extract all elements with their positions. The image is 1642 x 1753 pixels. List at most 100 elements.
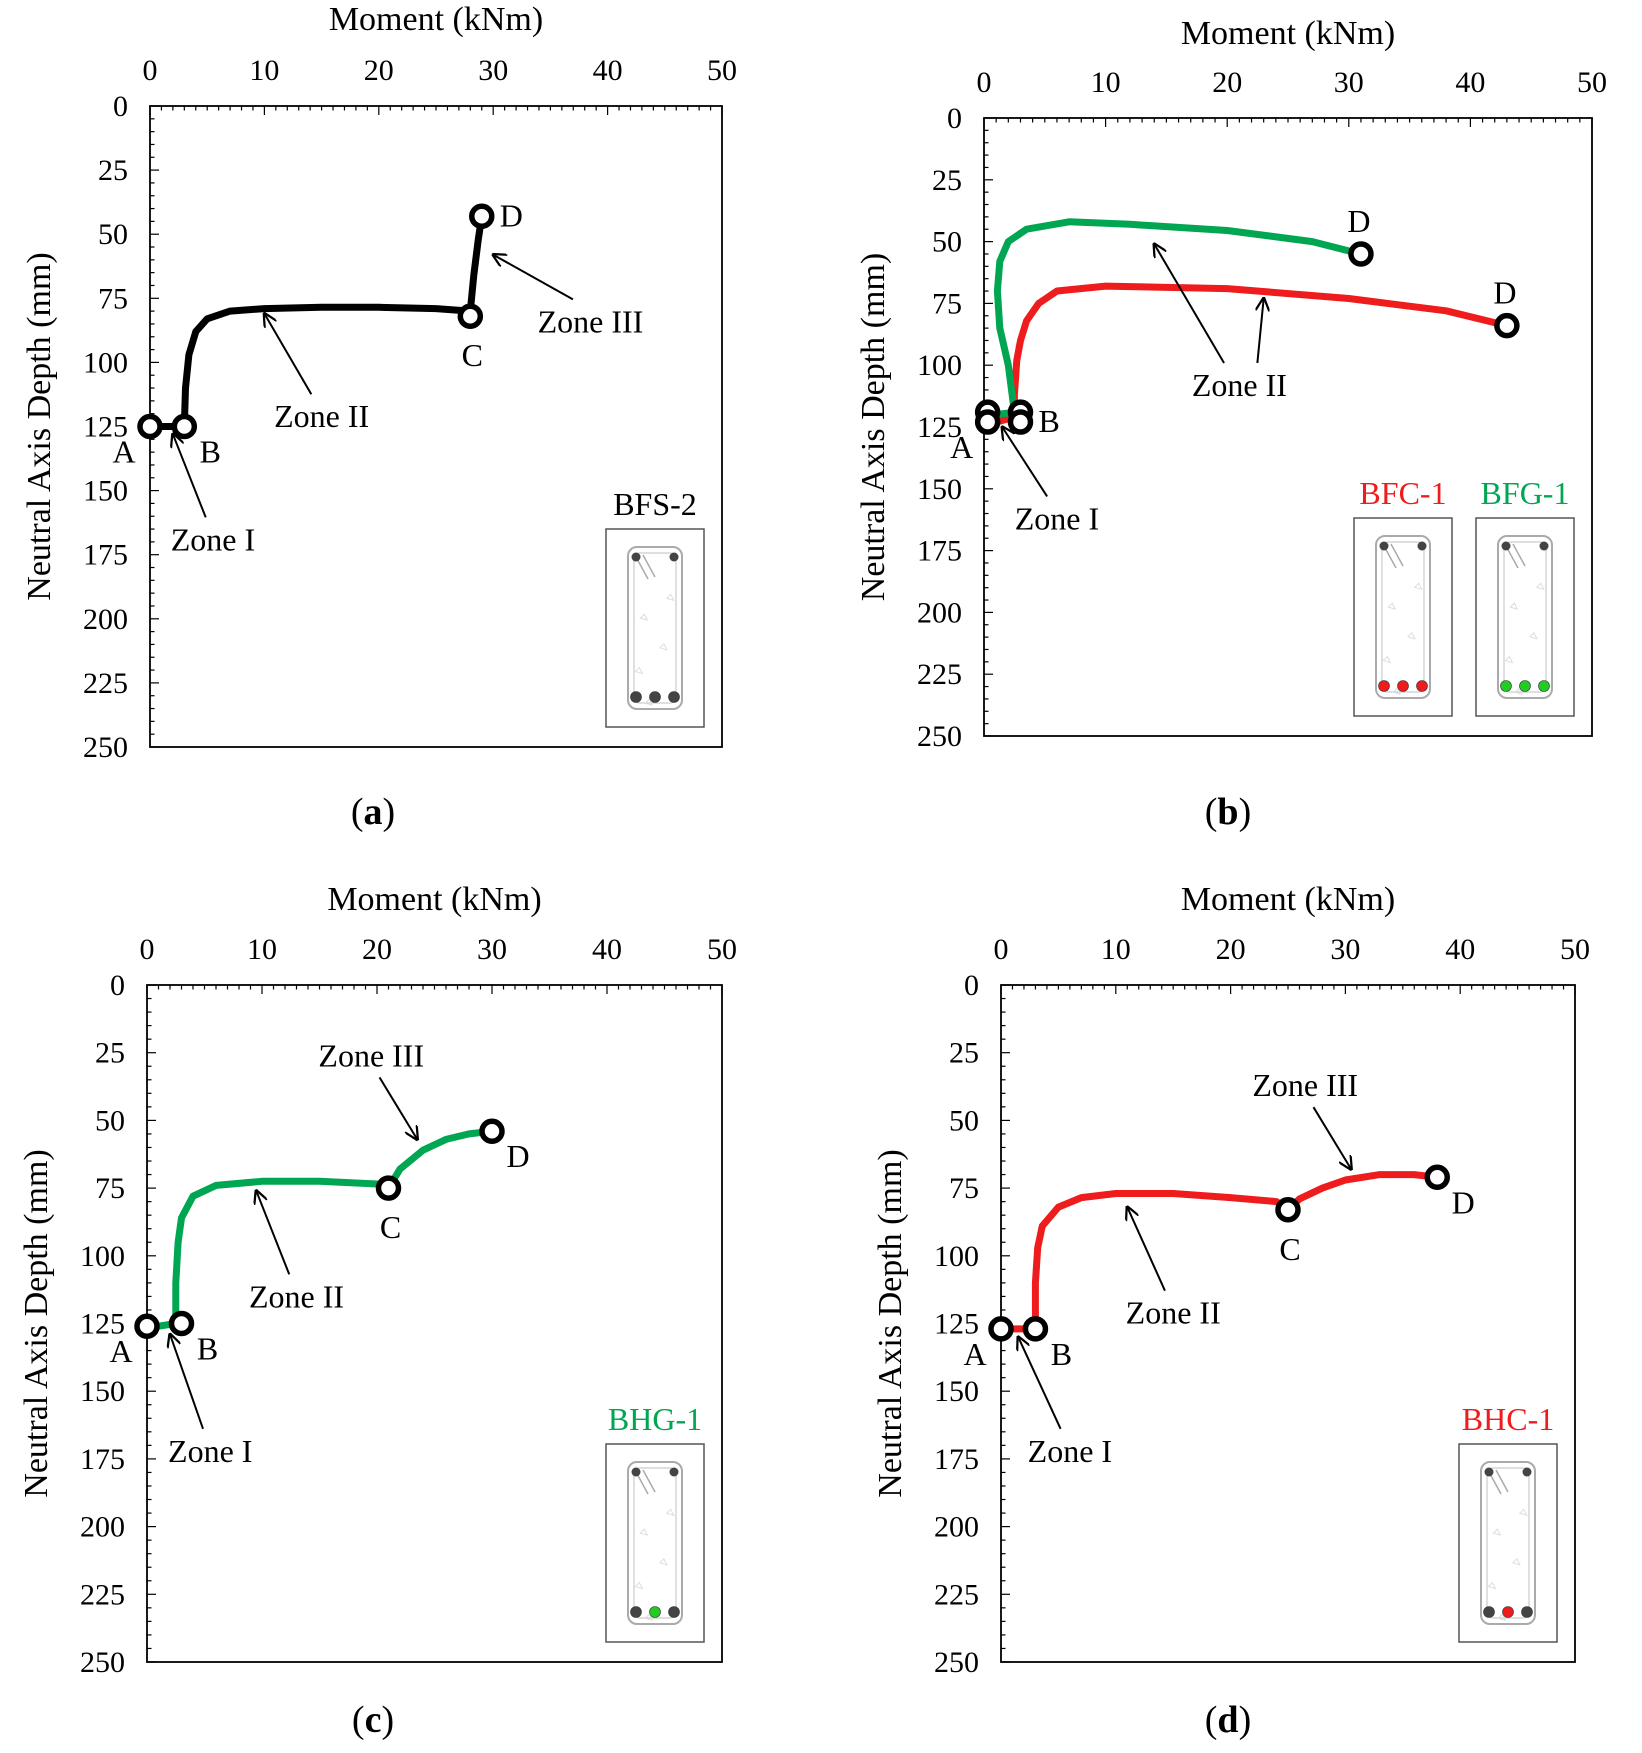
x-tick-label: 50 xyxy=(1577,66,1607,99)
top-rebar xyxy=(1484,1467,1494,1477)
bottom-rebar xyxy=(1378,680,1390,692)
aggregate-mark xyxy=(634,666,644,675)
y-tick-label: 175 xyxy=(934,1443,979,1476)
aggregate-mark xyxy=(1497,1613,1507,1622)
stirrup xyxy=(627,546,683,710)
point-marker-D xyxy=(1348,241,1374,267)
point-marker-B xyxy=(168,1310,195,1337)
bottom-rebar xyxy=(649,1606,661,1618)
stirrup-inner xyxy=(633,1467,677,1619)
y-tick-label: 250 xyxy=(917,720,962,753)
bottom-rebar xyxy=(1416,680,1428,692)
point-label-D: D xyxy=(1493,275,1516,311)
x-tick-label: 20 xyxy=(1216,933,1246,966)
x-tick-label: 20 xyxy=(362,933,392,966)
x-axis-title: Moment (kNm) xyxy=(1181,15,1395,52)
point-label-B: B xyxy=(1051,1336,1072,1372)
zone-label: Zone I xyxy=(1028,1433,1112,1469)
aggregate-mark xyxy=(639,613,649,621)
y-tick-label: 75 xyxy=(98,282,128,315)
stirrup-inner xyxy=(1503,541,1547,693)
aggregate-mark xyxy=(644,1613,654,1622)
point-label-B: B xyxy=(200,434,221,470)
aggregate-mark xyxy=(1387,602,1397,610)
bottom-rebar xyxy=(1538,680,1550,692)
x-tick-label: 10 xyxy=(247,933,277,966)
x-tick-label: 0 xyxy=(140,933,155,966)
cross-section-c-0 xyxy=(605,1443,705,1643)
x-tick-label: 30 xyxy=(477,933,507,966)
point-marker-A xyxy=(137,413,163,440)
y-tick-label: 75 xyxy=(95,1172,125,1205)
zone-label: Zone II xyxy=(1126,1295,1221,1331)
aggregate-mark xyxy=(639,1528,649,1536)
point-marker-C xyxy=(457,303,484,329)
x-tick-label: 40 xyxy=(593,54,623,87)
point-marker-D xyxy=(469,203,495,230)
aggregate-mark xyxy=(1492,1528,1502,1536)
stirrup xyxy=(627,1461,683,1625)
x-axis-title: Moment (kNm) xyxy=(327,881,541,918)
y-tick-label: 225 xyxy=(917,658,962,691)
x-axis-title: Moment (kNm) xyxy=(329,1,543,38)
bottom-rebar xyxy=(1502,1606,1514,1618)
y-tick-label: 150 xyxy=(934,1375,979,1408)
y-tick-label: 200 xyxy=(917,596,962,629)
y-tick-label: 175 xyxy=(83,539,128,572)
zone-arrow xyxy=(1257,298,1263,364)
bottom-rebar xyxy=(1483,1606,1495,1618)
series-line-BFG-1 xyxy=(980,218,1365,419)
bottom-rebar xyxy=(630,691,642,703)
caption-b: (b) xyxy=(1204,791,1252,833)
top-rebar xyxy=(1501,541,1511,551)
aggregate-mark xyxy=(658,1557,668,1566)
point-marker-A xyxy=(134,1313,160,1339)
point-label-A: A xyxy=(109,1333,132,1369)
point-marker-D xyxy=(1424,1164,1450,1191)
y-tick-label: 75 xyxy=(932,287,962,320)
zone-label: Zone II xyxy=(1192,367,1287,403)
point-marker-A xyxy=(988,1316,1014,1342)
zone-label: Zone II xyxy=(249,1278,344,1314)
point-marker-A xyxy=(974,409,1001,435)
series-line-BHC-1 xyxy=(997,1171,1441,1333)
x-tick-label: 20 xyxy=(1212,66,1242,99)
point-marker-B xyxy=(1007,409,1034,435)
zone-arrow xyxy=(1002,427,1048,498)
zone-label: Zone I xyxy=(171,521,255,557)
panel-d: 0 10 20 30 40 50 0 25 50 75 100 125 150 175 200 225 250 M… xyxy=(872,881,1590,1679)
zone-arrow xyxy=(1018,1337,1062,1430)
point-label-D: D xyxy=(500,197,523,233)
x-tick-label: 50 xyxy=(707,933,737,966)
zone-arrow xyxy=(378,1076,418,1139)
top-rebar xyxy=(631,552,641,562)
x-tick-label: 50 xyxy=(1560,933,1590,966)
y-tick-label: 25 xyxy=(98,154,128,187)
y-tick-label: 225 xyxy=(83,667,128,700)
zone-arrow xyxy=(173,434,207,518)
point-label-B: B xyxy=(197,1331,218,1367)
aggregate-mark xyxy=(1392,687,1402,696)
point-label-D: D xyxy=(506,1138,529,1174)
aggregate-mark xyxy=(1514,687,1524,696)
x-tick-label: 30 xyxy=(1330,933,1360,966)
caption-d: (d) xyxy=(1204,1699,1252,1741)
bottom-rebar xyxy=(1519,680,1531,692)
point-label-A: A xyxy=(963,1336,986,1372)
stirrup xyxy=(1375,535,1431,699)
y-tick-label: 25 xyxy=(95,1037,125,1070)
y-tick-label: 175 xyxy=(917,535,962,568)
top-rebar xyxy=(669,552,679,562)
y-tick-label: 100 xyxy=(83,346,128,379)
y-tick-label: 125 xyxy=(917,411,962,444)
series-line-BFS-2 xyxy=(146,212,486,430)
aggregate-mark xyxy=(1413,582,1423,591)
point-label-A: A xyxy=(950,429,973,465)
zone-label: Zone III xyxy=(538,303,644,339)
bottom-rebar xyxy=(649,691,661,703)
point-label-A: A xyxy=(112,434,135,470)
point-label-B: B xyxy=(1038,403,1059,439)
zone-arrow xyxy=(1154,244,1225,364)
y-tick-label: 225 xyxy=(80,1578,125,1611)
aggregate-mark xyxy=(1509,602,1519,610)
